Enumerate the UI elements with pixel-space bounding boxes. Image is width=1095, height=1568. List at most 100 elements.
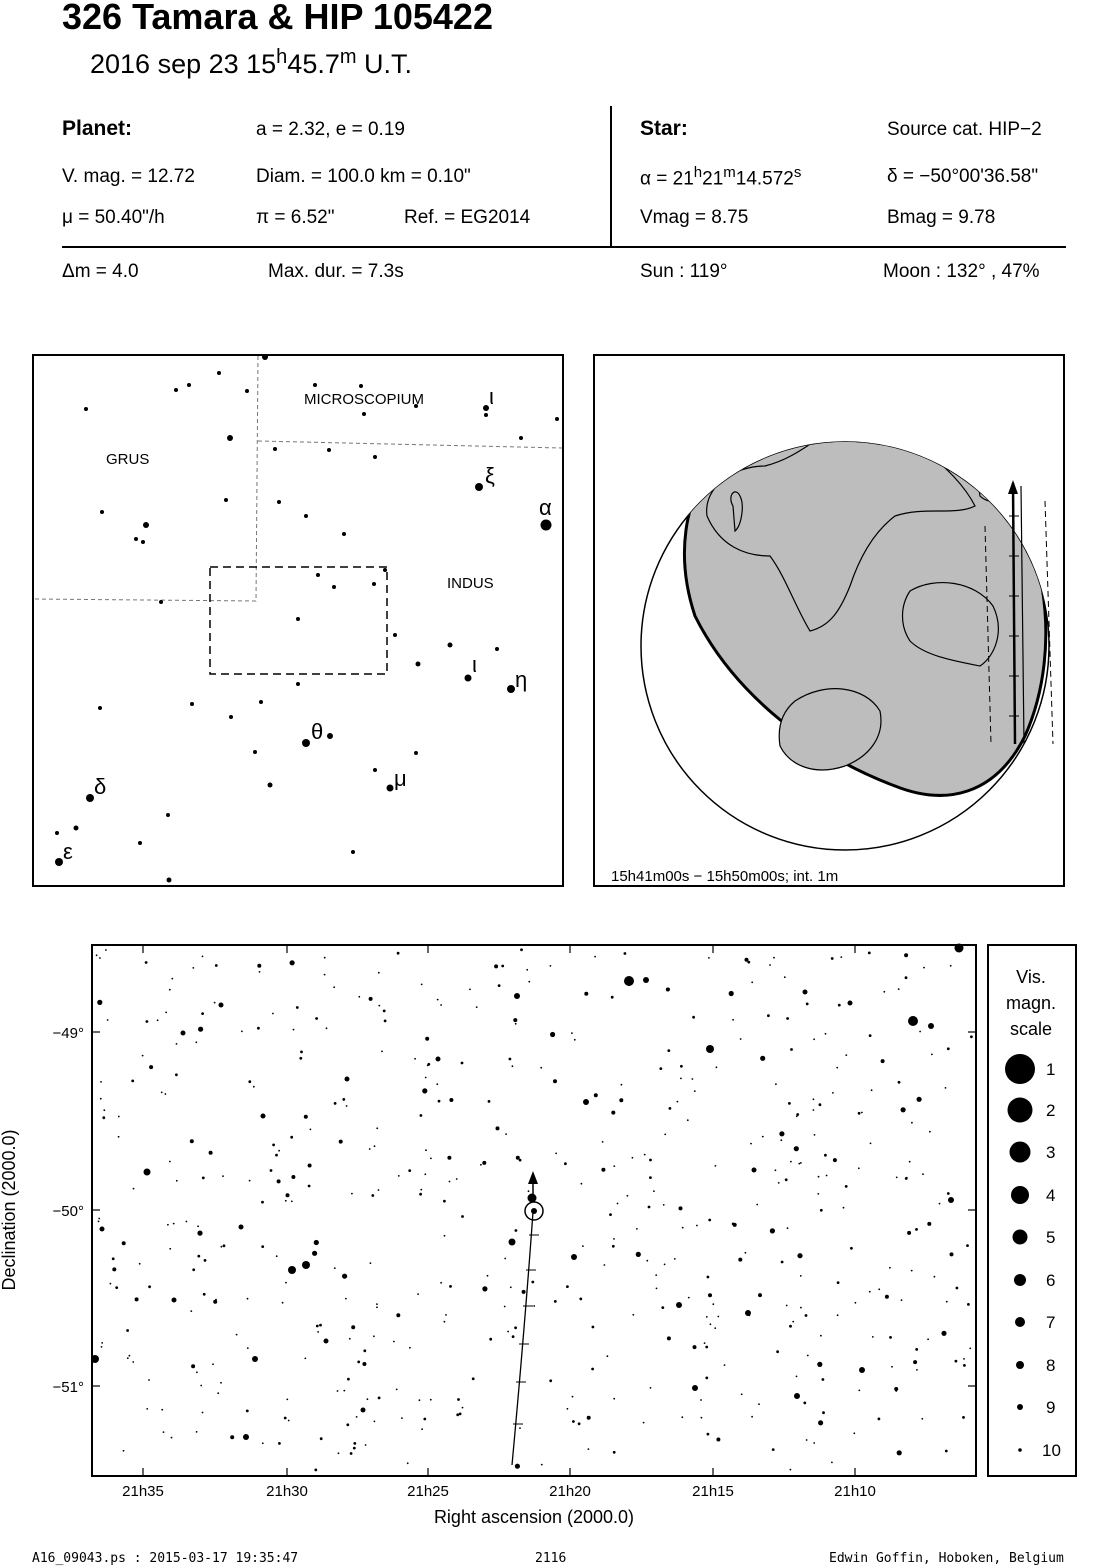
field-star (611, 1244, 615, 1248)
field-star (495, 1126, 500, 1131)
field-star (99, 1097, 102, 1100)
field-star (789, 1324, 792, 1328)
field-star (401, 1417, 403, 1419)
field-star (649, 1176, 652, 1179)
field-star (347, 1377, 350, 1381)
field-star (351, 1192, 353, 1195)
field-star (395, 1388, 398, 1391)
field-star (319, 1323, 322, 1327)
legend-dot-6 (1014, 1274, 1026, 1286)
field-star (776, 1350, 779, 1354)
field-star (191, 1364, 196, 1369)
field-star (533, 1305, 536, 1307)
field-star (760, 1055, 766, 1061)
field-star (653, 1190, 655, 1192)
field-star (813, 1038, 815, 1041)
field-star (868, 1290, 871, 1293)
field-star (586, 1415, 591, 1420)
field-star (601, 1141, 604, 1143)
field-star (346, 1423, 350, 1427)
legend-title-line2: magn. (1006, 993, 1056, 1013)
field-star (944, 1449, 948, 1453)
field-star (406, 1462, 409, 1465)
field-star (285, 1193, 290, 1198)
field-star (854, 1301, 857, 1304)
field-star (732, 1222, 737, 1227)
field-star (897, 1080, 901, 1084)
field-star (144, 961, 148, 964)
field-star (732, 1018, 734, 1021)
field-star (449, 1285, 452, 1288)
field-star (577, 1422, 581, 1426)
field-star (970, 1035, 973, 1039)
field-star (963, 1364, 966, 1367)
field-star (840, 956, 843, 958)
field-star (349, 1452, 353, 1455)
field-star (138, 1262, 141, 1265)
field-star (212, 1363, 214, 1366)
field-star (647, 1205, 651, 1209)
field-star (261, 1200, 264, 1204)
field-star (800, 1162, 802, 1164)
field-star (455, 1178, 458, 1180)
field-star (197, 1230, 203, 1236)
field-star (112, 1267, 117, 1272)
legend-title-line1: Vis. (1016, 967, 1046, 987)
field-star (857, 1111, 861, 1115)
field-star (171, 977, 174, 980)
field-star (156, 1019, 159, 1022)
field-star (804, 1314, 808, 1317)
field-star (715, 1066, 718, 1069)
field-star (100, 1081, 102, 1083)
constellation-stars (55, 356, 559, 883)
field-star (376, 1306, 378, 1309)
y-tick-label: −49° (53, 1025, 84, 1042)
field-star (676, 1100, 679, 1103)
field-star (949, 1252, 954, 1257)
field-star (497, 984, 501, 987)
field-star (419, 1192, 422, 1196)
planet-parallax: π = 6.52" (256, 207, 335, 228)
boundary-microscopium-indus (257, 440, 562, 449)
field-star (613, 1397, 616, 1400)
field-star (333, 1267, 336, 1269)
field-star (680, 1064, 683, 1068)
field-star (423, 1417, 427, 1421)
field-star (436, 1083, 439, 1086)
field-star (333, 1102, 337, 1105)
field-star (290, 1135, 294, 1139)
field-star (803, 1401, 807, 1405)
field-star (756, 1203, 759, 1206)
field-star (858, 1389, 861, 1392)
field-star (636, 1228, 638, 1230)
field-star (616, 1202, 619, 1205)
field-star (723, 1364, 726, 1366)
field-star (409, 1346, 411, 1349)
star-heading: Star: (640, 117, 688, 140)
field-star (714, 1165, 717, 1167)
field-star (469, 988, 471, 991)
field-star (100, 1346, 103, 1348)
field-star (448, 1180, 451, 1183)
field-star (922, 1173, 924, 1176)
field-star (818, 1103, 822, 1107)
chart-field-rectangle (209, 566, 388, 675)
field-star (343, 1389, 346, 1392)
field-star (397, 1175, 400, 1177)
legend-dot-2 (1007, 1097, 1033, 1123)
field-star (824, 1032, 827, 1035)
field-star (966, 1244, 969, 1247)
field-star (668, 1107, 672, 1110)
field-star (775, 1083, 777, 1086)
field-star (813, 1134, 816, 1136)
field-star (373, 1145, 376, 1148)
field-star (527, 1190, 530, 1193)
legend-label: 7 (1046, 1313, 1055, 1332)
field-star (664, 1133, 667, 1136)
field-star (289, 960, 295, 966)
field-star (812, 1098, 815, 1101)
field-star (164, 1093, 167, 1095)
field-star (376, 1303, 378, 1305)
field-star (703, 1342, 706, 1344)
field-star (805, 1002, 809, 1006)
